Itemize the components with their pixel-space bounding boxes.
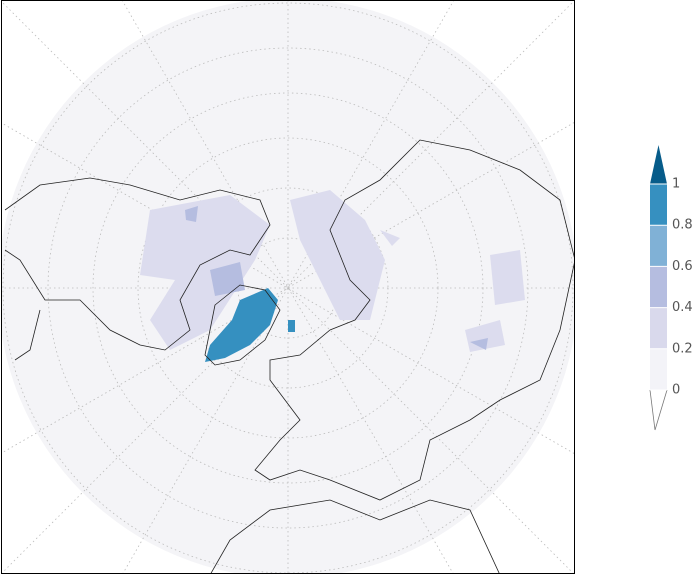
colorbar-tick-label: 0.8 — [672, 218, 693, 233]
colorbar-tick-label: 0.6 — [672, 259, 693, 274]
colorbar-segment — [650, 266, 667, 308]
map — [2, 1, 574, 573]
coastlines — [4, 139, 574, 573]
colorbar-tick-label: 1 — [672, 177, 680, 192]
shaded-regions — [140, 190, 525, 352]
colorbar-segment — [650, 348, 667, 390]
colorbar-top-extension — [650, 145, 667, 184]
colorbar-tick-label: 0.2 — [672, 341, 693, 356]
colorbar: 0 0.2 0.4 0.6 0.8 1 — [649, 145, 693, 431]
svalbard-high — [288, 320, 295, 332]
graticule — [2, 1, 574, 573]
colorbar-segment — [650, 225, 667, 267]
colorbar-bottom-extension — [649, 389, 668, 431]
colorbar-tick-label: 0 — [672, 383, 680, 398]
colorbar-tick-label: 0.4 — [672, 300, 693, 315]
greenland-high — [205, 288, 278, 362]
colorbar-segment — [650, 184, 667, 226]
colorbar-segment — [650, 307, 667, 349]
map-frame — [1, 0, 575, 574]
